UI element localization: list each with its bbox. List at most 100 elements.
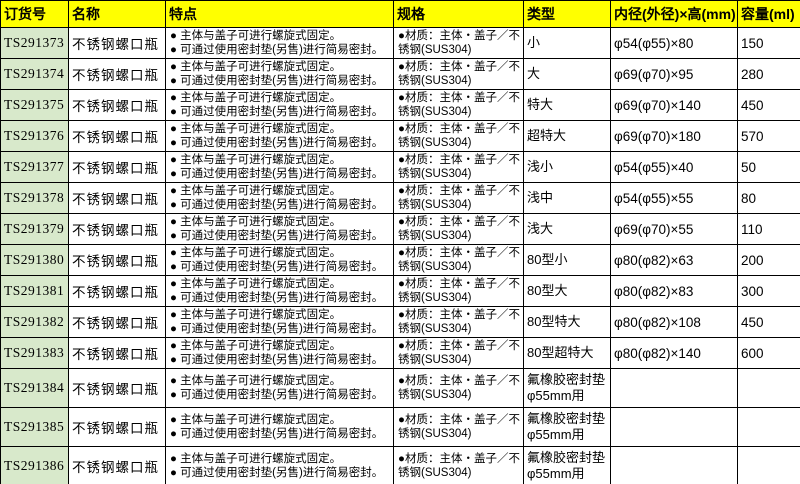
table-row: TS291383 不锈钢螺口瓶 ● 主体与盖子可进行螺旋式固定。 ● 可通过使用密封垫… (0, 337, 800, 369)
features-cell: ● 主体与盖子可进行螺旋式固定。 ● 可通过使用密封垫(另售)进行简易密封。 (165, 151, 394, 183)
table-row: TS291380 不锈钢螺口瓶 ● 主体与盖子可进行螺旋式固定。 ● 可通过使用密封垫… (0, 244, 800, 276)
features-cell: ● 主体与盖子可进行螺旋式固定。 ● 可通过使用密封垫(另售)进行简易密封。 (165, 89, 394, 121)
capacity-cell: 200 (737, 244, 800, 276)
table-row: TS291384 不锈钢螺口瓶 ● 主体与盖子可进行螺旋式固定。 ● 可通过使用密封垫… (0, 368, 800, 408)
capacity-cell: 280 (737, 58, 800, 90)
capacity-cell: 300 (737, 275, 800, 307)
header-type: 类型 (523, 0, 611, 28)
feature-line: ● 可通过使用密封垫(另售)进行简易密封。 (170, 323, 384, 335)
feature-line: ● 可通过使用密封垫(另售)进行简易密封。 (170, 292, 384, 304)
feature-line: ● 主体与盖子可进行螺旋式固定。 (170, 309, 342, 321)
feature-line: ● 主体与盖子可进行螺旋式固定。 (170, 340, 342, 352)
features-cell: ● 主体与盖子可进行螺旋式固定。 ● 可通过使用密封垫(另售)进行简易密封。 (165, 337, 394, 369)
feature-line: ● 主体与盖子可进行螺旋式固定。 (170, 216, 342, 228)
spec-cell: ●材质：主体・盖子／不锈钢(SUS304) (393, 407, 524, 447)
table-row: TS291386 不锈钢螺口瓶 ● 主体与盖子可进行螺旋式固定。 ● 可通过使用密封垫… (0, 446, 800, 484)
features-cell: ● 主体与盖子可进行螺旋式固定。 ● 可通过使用密封垫(另售)进行简易密封。 (165, 244, 394, 276)
name-cell: 不锈钢螺口瓶 (68, 244, 166, 276)
feature-line: ● 主体与盖子可进行螺旋式固定。 (170, 61, 342, 73)
spec-cell: ●材质：主体・盖子／不锈钢(SUS304) (393, 446, 524, 484)
feature-line: ● 可通过使用密封垫(另售)进行简易密封。 (170, 230, 384, 242)
capacity-cell: 50 (737, 151, 800, 183)
capacity-cell: 450 (737, 306, 800, 338)
order-no-cell: TS291373 (0, 27, 69, 59)
header-spec: 规格 (393, 0, 524, 28)
features-cell: ● 主体与盖子可进行螺旋式固定。 ● 可通过使用密封垫(另售)进行简易密封。 (165, 407, 394, 447)
type-cell: 氟橡胶密封垫φ55mm用 (523, 407, 611, 447)
feature-line: ● 主体与盖子可进行螺旋式固定。 (170, 375, 342, 387)
dimensions-cell: φ54(φ55)×40 (610, 151, 738, 183)
features-cell: ● 主体与盖子可进行螺旋式固定。 ● 可通过使用密封垫(另售)进行简易密封。 (165, 213, 394, 245)
type-cell: 氟橡胶密封垫φ55mm用 (523, 368, 611, 408)
header-order-no: 订货号 (0, 0, 69, 28)
capacity-cell: 600 (737, 337, 800, 369)
type-cell: 氟橡胶密封垫φ55mm用 (523, 446, 611, 484)
table-row: TS291373 不锈钢螺口瓶 ● 主体与盖子可进行螺旋式固定。 ● 可通过使用密封垫… (0, 27, 800, 59)
name-cell: 不锈钢螺口瓶 (68, 58, 166, 90)
name-cell: 不锈钢螺口瓶 (68, 213, 166, 245)
table-row: TS291382 不锈钢螺口瓶 ● 主体与盖子可进行螺旋式固定。 ● 可通过使用密封垫… (0, 306, 800, 338)
feature-line: ● 主体与盖子可进行螺旋式固定。 (170, 247, 342, 259)
capacity-cell (737, 407, 800, 447)
header-capacity: 容量(ml) (737, 0, 800, 28)
feature-line: ● 主体与盖子可进行螺旋式固定。 (170, 453, 342, 465)
feature-line: ● 可通过使用密封垫(另售)进行简易密封。 (170, 168, 384, 180)
order-no-cell: TS291376 (0, 120, 69, 152)
spec-cell: ●材质：主体・盖子／不锈钢(SUS304) (393, 27, 524, 59)
name-cell: 不锈钢螺口瓶 (68, 446, 166, 484)
capacity-cell: 110 (737, 213, 800, 245)
type-cell: 80型小 (523, 244, 611, 276)
spec-cell: ●材质：主体・盖子／不锈钢(SUS304) (393, 275, 524, 307)
name-cell: 不锈钢螺口瓶 (68, 151, 166, 183)
type-cell: 小 (523, 27, 611, 59)
order-no-cell: TS291384 (0, 368, 69, 408)
type-cell: 浅小 (523, 151, 611, 183)
feature-line: ● 可通过使用密封垫(另售)进行简易密封。 (170, 428, 384, 440)
name-cell: 不锈钢螺口瓶 (68, 182, 166, 214)
type-cell: 超特大 (523, 120, 611, 152)
order-no-cell: TS291382 (0, 306, 69, 338)
order-no-cell: TS291379 (0, 213, 69, 245)
order-no-cell: TS291386 (0, 446, 69, 484)
feature-line: ● 可通过使用密封垫(另售)进行简易密封。 (170, 44, 384, 56)
name-cell: 不锈钢螺口瓶 (68, 275, 166, 307)
feature-line: ● 主体与盖子可进行螺旋式固定。 (170, 92, 342, 104)
features-cell: ● 主体与盖子可进行螺旋式固定。 ● 可通过使用密封垫(另售)进行简易密封。 (165, 120, 394, 152)
features-cell: ● 主体与盖子可进行螺旋式固定。 ● 可通过使用密封垫(另售)进行简易密封。 (165, 58, 394, 90)
name-cell: 不锈钢螺口瓶 (68, 120, 166, 152)
feature-line: ● 可通过使用密封垫(另售)进行简易密封。 (170, 106, 384, 118)
spec-cell: ●材质：主体・盖子／不锈钢(SUS304) (393, 306, 524, 338)
features-cell: ● 主体与盖子可进行螺旋式固定。 ● 可通过使用密封垫(另售)进行简易密封。 (165, 368, 394, 408)
order-no-cell: TS291377 (0, 151, 69, 183)
capacity-cell: 570 (737, 120, 800, 152)
features-cell: ● 主体与盖子可进行螺旋式固定。 ● 可通过使用密封垫(另售)进行简易密封。 (165, 275, 394, 307)
features-cell: ● 主体与盖子可进行螺旋式固定。 ● 可通过使用密封垫(另售)进行简易密封。 (165, 182, 394, 214)
feature-line: ● 可通过使用密封垫(另售)进行简易密封。 (170, 137, 384, 149)
feature-line: ● 可通过使用密封垫(另售)进行简易密封。 (170, 389, 384, 401)
type-cell: 80型大 (523, 275, 611, 307)
name-cell: 不锈钢螺口瓶 (68, 27, 166, 59)
feature-line: ● 主体与盖子可进行螺旋式固定。 (170, 278, 342, 290)
type-cell: 浅大 (523, 213, 611, 245)
features-cell: ● 主体与盖子可进行螺旋式固定。 ● 可通过使用密封垫(另售)进行简易密封。 (165, 446, 394, 484)
dimensions-cell: φ69(φ70)×180 (610, 120, 738, 152)
order-no-cell: TS291381 (0, 275, 69, 307)
name-cell: 不锈钢螺口瓶 (68, 368, 166, 408)
table-row: TS291375 不锈钢螺口瓶 ● 主体与盖子可进行螺旋式固定。 ● 可通过使用密封垫… (0, 89, 800, 121)
features-cell: ● 主体与盖子可进行螺旋式固定。 ● 可通过使用密封垫(另售)进行简易密封。 (165, 27, 394, 59)
spec-cell: ●材质：主体・盖子／不锈钢(SUS304) (393, 120, 524, 152)
type-cell: 80型超特大 (523, 337, 611, 369)
dimensions-cell: φ69(φ70)×95 (610, 58, 738, 90)
spec-cell: ●材质：主体・盖子／不锈钢(SUS304) (393, 244, 524, 276)
spec-cell: ●材质：主体・盖子／不锈钢(SUS304) (393, 151, 524, 183)
header-name: 名称 (68, 0, 166, 28)
table-row: TS291385 不锈钢螺口瓶 ● 主体与盖子可进行螺旋式固定。 ● 可通过使用密封垫… (0, 407, 800, 447)
dimensions-cell: φ69(φ70)×140 (610, 89, 738, 121)
header-dimensions: 内径(外径)×高(mm) (610, 0, 738, 28)
spec-cell: ●材质：主体・盖子／不锈钢(SUS304) (393, 368, 524, 408)
dimensions-cell: φ54(φ55)×55 (610, 182, 738, 214)
header-row: 订货号 名称 特点 规格 类型 内径(外径)×高(mm) 容量(ml) (0, 0, 800, 28)
dimensions-cell (610, 446, 738, 484)
